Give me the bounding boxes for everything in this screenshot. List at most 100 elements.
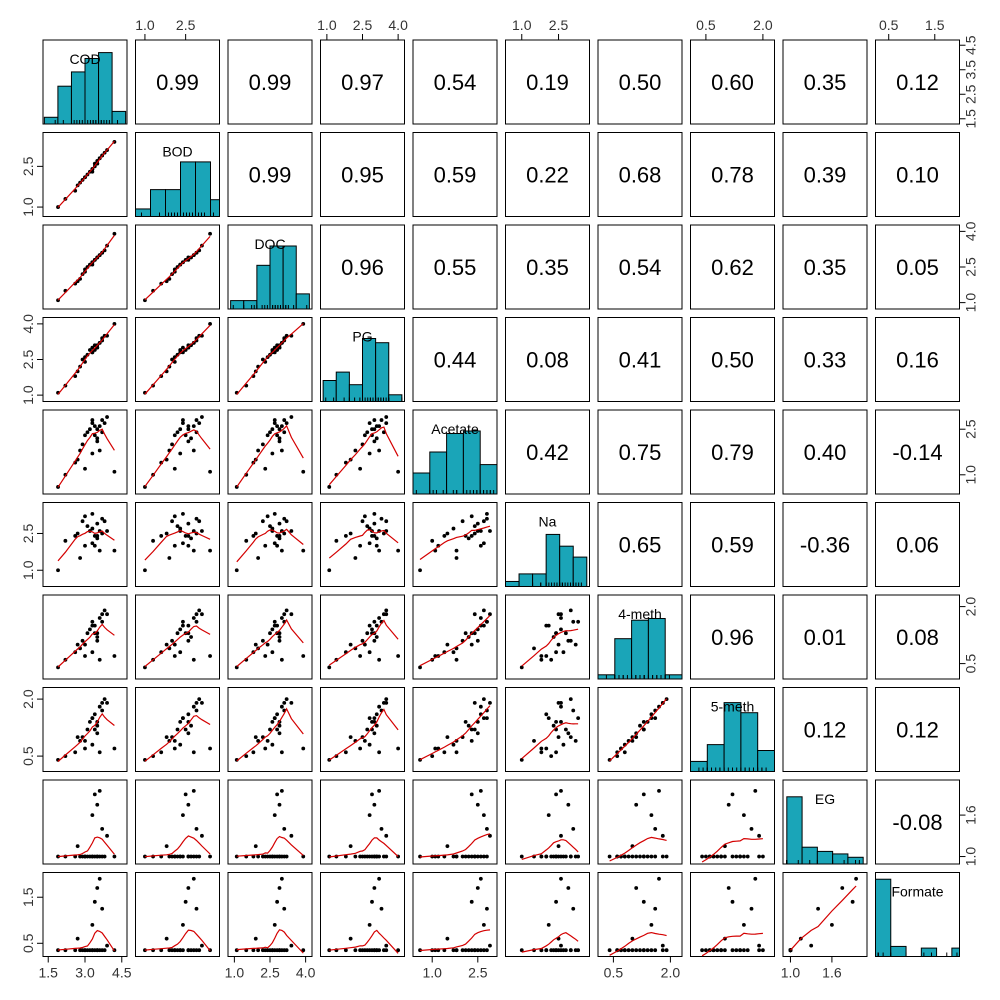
scatter-point: [279, 789, 284, 793]
scatter-point: [657, 876, 661, 881]
scatter-point: [80, 638, 85, 643]
scatter-point: [197, 854, 202, 859]
scatter-point: [178, 451, 183, 456]
correlation-label: 0.22: [526, 163, 569, 188]
scatter-point: [95, 439, 100, 444]
scatter-point: [263, 654, 268, 658]
scatter-point: [377, 948, 382, 953]
histogram-bar: [740, 712, 759, 773]
scatter-point: [653, 854, 658, 859]
scatter-point: [175, 631, 180, 636]
smooth-line: [57, 623, 115, 668]
tick-label: 0.5: [604, 965, 624, 981]
correlation-label: 0.99: [249, 163, 292, 188]
scatter-point: [186, 534, 191, 538]
correlation-label: 0.59: [711, 533, 754, 558]
scatter-point: [544, 746, 549, 751]
scatter-point: [277, 854, 282, 859]
scatter-point: [730, 854, 735, 859]
scatter-point: [374, 712, 379, 717]
scatter-point: [102, 421, 107, 426]
scatter-point: [253, 735, 258, 739]
tick-label: 1.0: [512, 17, 532, 33]
scatter-point: [472, 854, 477, 859]
histogram-bar: [256, 264, 271, 310]
scatter-point: [260, 519, 265, 524]
scatter-point: [559, 720, 563, 724]
scatter-point: [253, 936, 258, 941]
scatter-point: [282, 906, 287, 911]
correlation-label: 0.54: [619, 255, 662, 280]
top-axis-BOD: 1.0 2.5: [135, 17, 196, 41]
scatter-point: [234, 568, 239, 573]
scatter-point: [561, 742, 566, 747]
scatter-point: [275, 899, 280, 904]
smooth-line: [419, 833, 491, 858]
left-axis-BOD: 1.0 2.5: [20, 156, 44, 217]
scatter-point: [454, 854, 459, 859]
scatter-point: [277, 802, 282, 807]
scatter-point: [377, 448, 382, 453]
scatter-point: [85, 430, 90, 435]
scatter-point: [634, 731, 639, 736]
scatter-point: [194, 948, 199, 953]
smooth-line: [236, 424, 304, 488]
scatter-point: [191, 657, 196, 662]
scatter-point: [850, 899, 855, 904]
panel-Na-DOC: [227, 502, 313, 587]
panel-EG-BOD: [135, 779, 220, 865]
panel-border: [875, 502, 960, 587]
histogram-bar: [243, 300, 258, 310]
scatter-point: [172, 642, 177, 647]
scatter-point: [200, 415, 204, 419]
scatter-point: [256, 448, 261, 453]
smooth-line: [419, 705, 491, 761]
panel-border: [690, 594, 775, 680]
panel-5-meth-Acetate: [412, 687, 498, 772]
scatter-point: [559, 704, 563, 709]
scatter-point: [384, 415, 389, 419]
scatter-point: [181, 345, 185, 350]
scatter-point: [164, 844, 169, 849]
panel-border: [227, 39, 313, 125]
scatter-point: [362, 514, 367, 519]
scatter-point: [151, 538, 155, 543]
scatter-point: [626, 854, 631, 859]
scatter-point: [105, 833, 109, 838]
scatter-point: [208, 321, 212, 326]
histogram-bar: [446, 433, 464, 495]
scatter-point: [358, 854, 363, 859]
panel-Formate-4-meth: [597, 872, 683, 957]
scatter-point: [270, 526, 275, 531]
scatter-point: [566, 886, 571, 890]
scatter-point: [85, 352, 90, 357]
scatter-point: [809, 943, 814, 948]
histogram-bar: [111, 110, 127, 125]
scatter-point: [365, 727, 370, 732]
scatter-point: [105, 612, 109, 617]
histogram-bar: [412, 472, 431, 495]
scatter-point: [761, 854, 765, 859]
panel-COD-EG: 0.35: [782, 39, 868, 125]
tick-label: 2.0: [20, 689, 36, 709]
scatter-point: [469, 792, 474, 797]
panel-border: [227, 502, 313, 587]
scatter-point: [445, 642, 450, 647]
panel-EG-COD: [42, 779, 128, 865]
scatter-point: [282, 516, 287, 521]
scatter-point: [270, 451, 275, 456]
scatter-point: [170, 442, 174, 447]
tick-label: 1.5: [963, 109, 979, 129]
scatter-point: [466, 948, 471, 953]
smooth-line: [144, 529, 211, 561]
bottom-axis-COD: 1.5 3.0 4.5: [38, 956, 132, 981]
scatter-point: [463, 948, 468, 953]
scatter-point: [554, 650, 558, 655]
smooth-line: [144, 324, 211, 395]
scatter-point: [634, 948, 639, 953]
scatter-point: [472, 524, 477, 529]
smooth-line: [329, 929, 399, 954]
panel-Formate-PG: [320, 872, 405, 957]
tick-label: 2.0: [661, 965, 681, 981]
panel-4-meth-Acetate: [412, 594, 498, 680]
